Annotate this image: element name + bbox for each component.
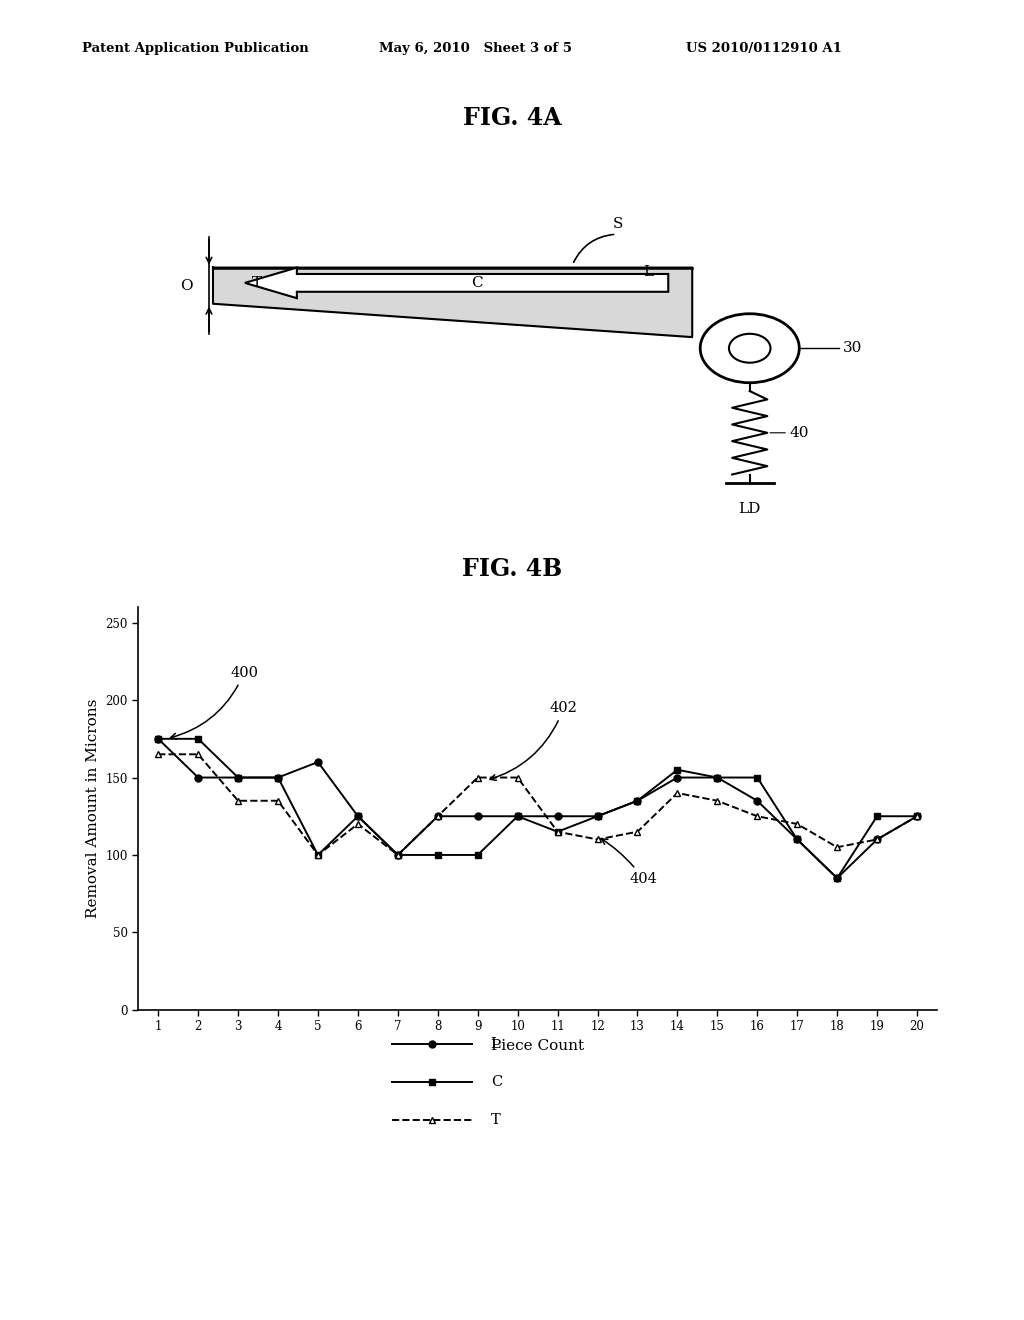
Text: O: O: [180, 279, 193, 293]
Text: L: L: [643, 265, 653, 279]
Text: May 6, 2010   Sheet 3 of 5: May 6, 2010 Sheet 3 of 5: [379, 42, 571, 55]
X-axis label: Piece Count: Piece Count: [492, 1039, 584, 1053]
Text: 400: 400: [171, 665, 258, 739]
Text: 402: 402: [489, 701, 578, 780]
Text: US 2010/0112910 A1: US 2010/0112910 A1: [686, 42, 842, 55]
Text: FIG. 4B: FIG. 4B: [462, 557, 562, 581]
Y-axis label: Removal Amount in Microns: Removal Amount in Microns: [86, 698, 100, 919]
Polygon shape: [213, 268, 692, 337]
Text: 404: 404: [601, 838, 657, 886]
Text: T: T: [252, 276, 262, 290]
Text: 30: 30: [843, 342, 862, 355]
Text: C: C: [490, 1076, 502, 1089]
Text: C: C: [471, 276, 482, 290]
Text: 40: 40: [790, 426, 809, 440]
Text: S: S: [612, 218, 623, 231]
FancyArrow shape: [245, 268, 669, 298]
Text: L: L: [490, 1038, 501, 1052]
Text: FIG. 4A: FIG. 4A: [463, 106, 561, 129]
Text: T: T: [490, 1113, 501, 1127]
Text: LD: LD: [738, 503, 761, 516]
Text: Patent Application Publication: Patent Application Publication: [82, 42, 308, 55]
